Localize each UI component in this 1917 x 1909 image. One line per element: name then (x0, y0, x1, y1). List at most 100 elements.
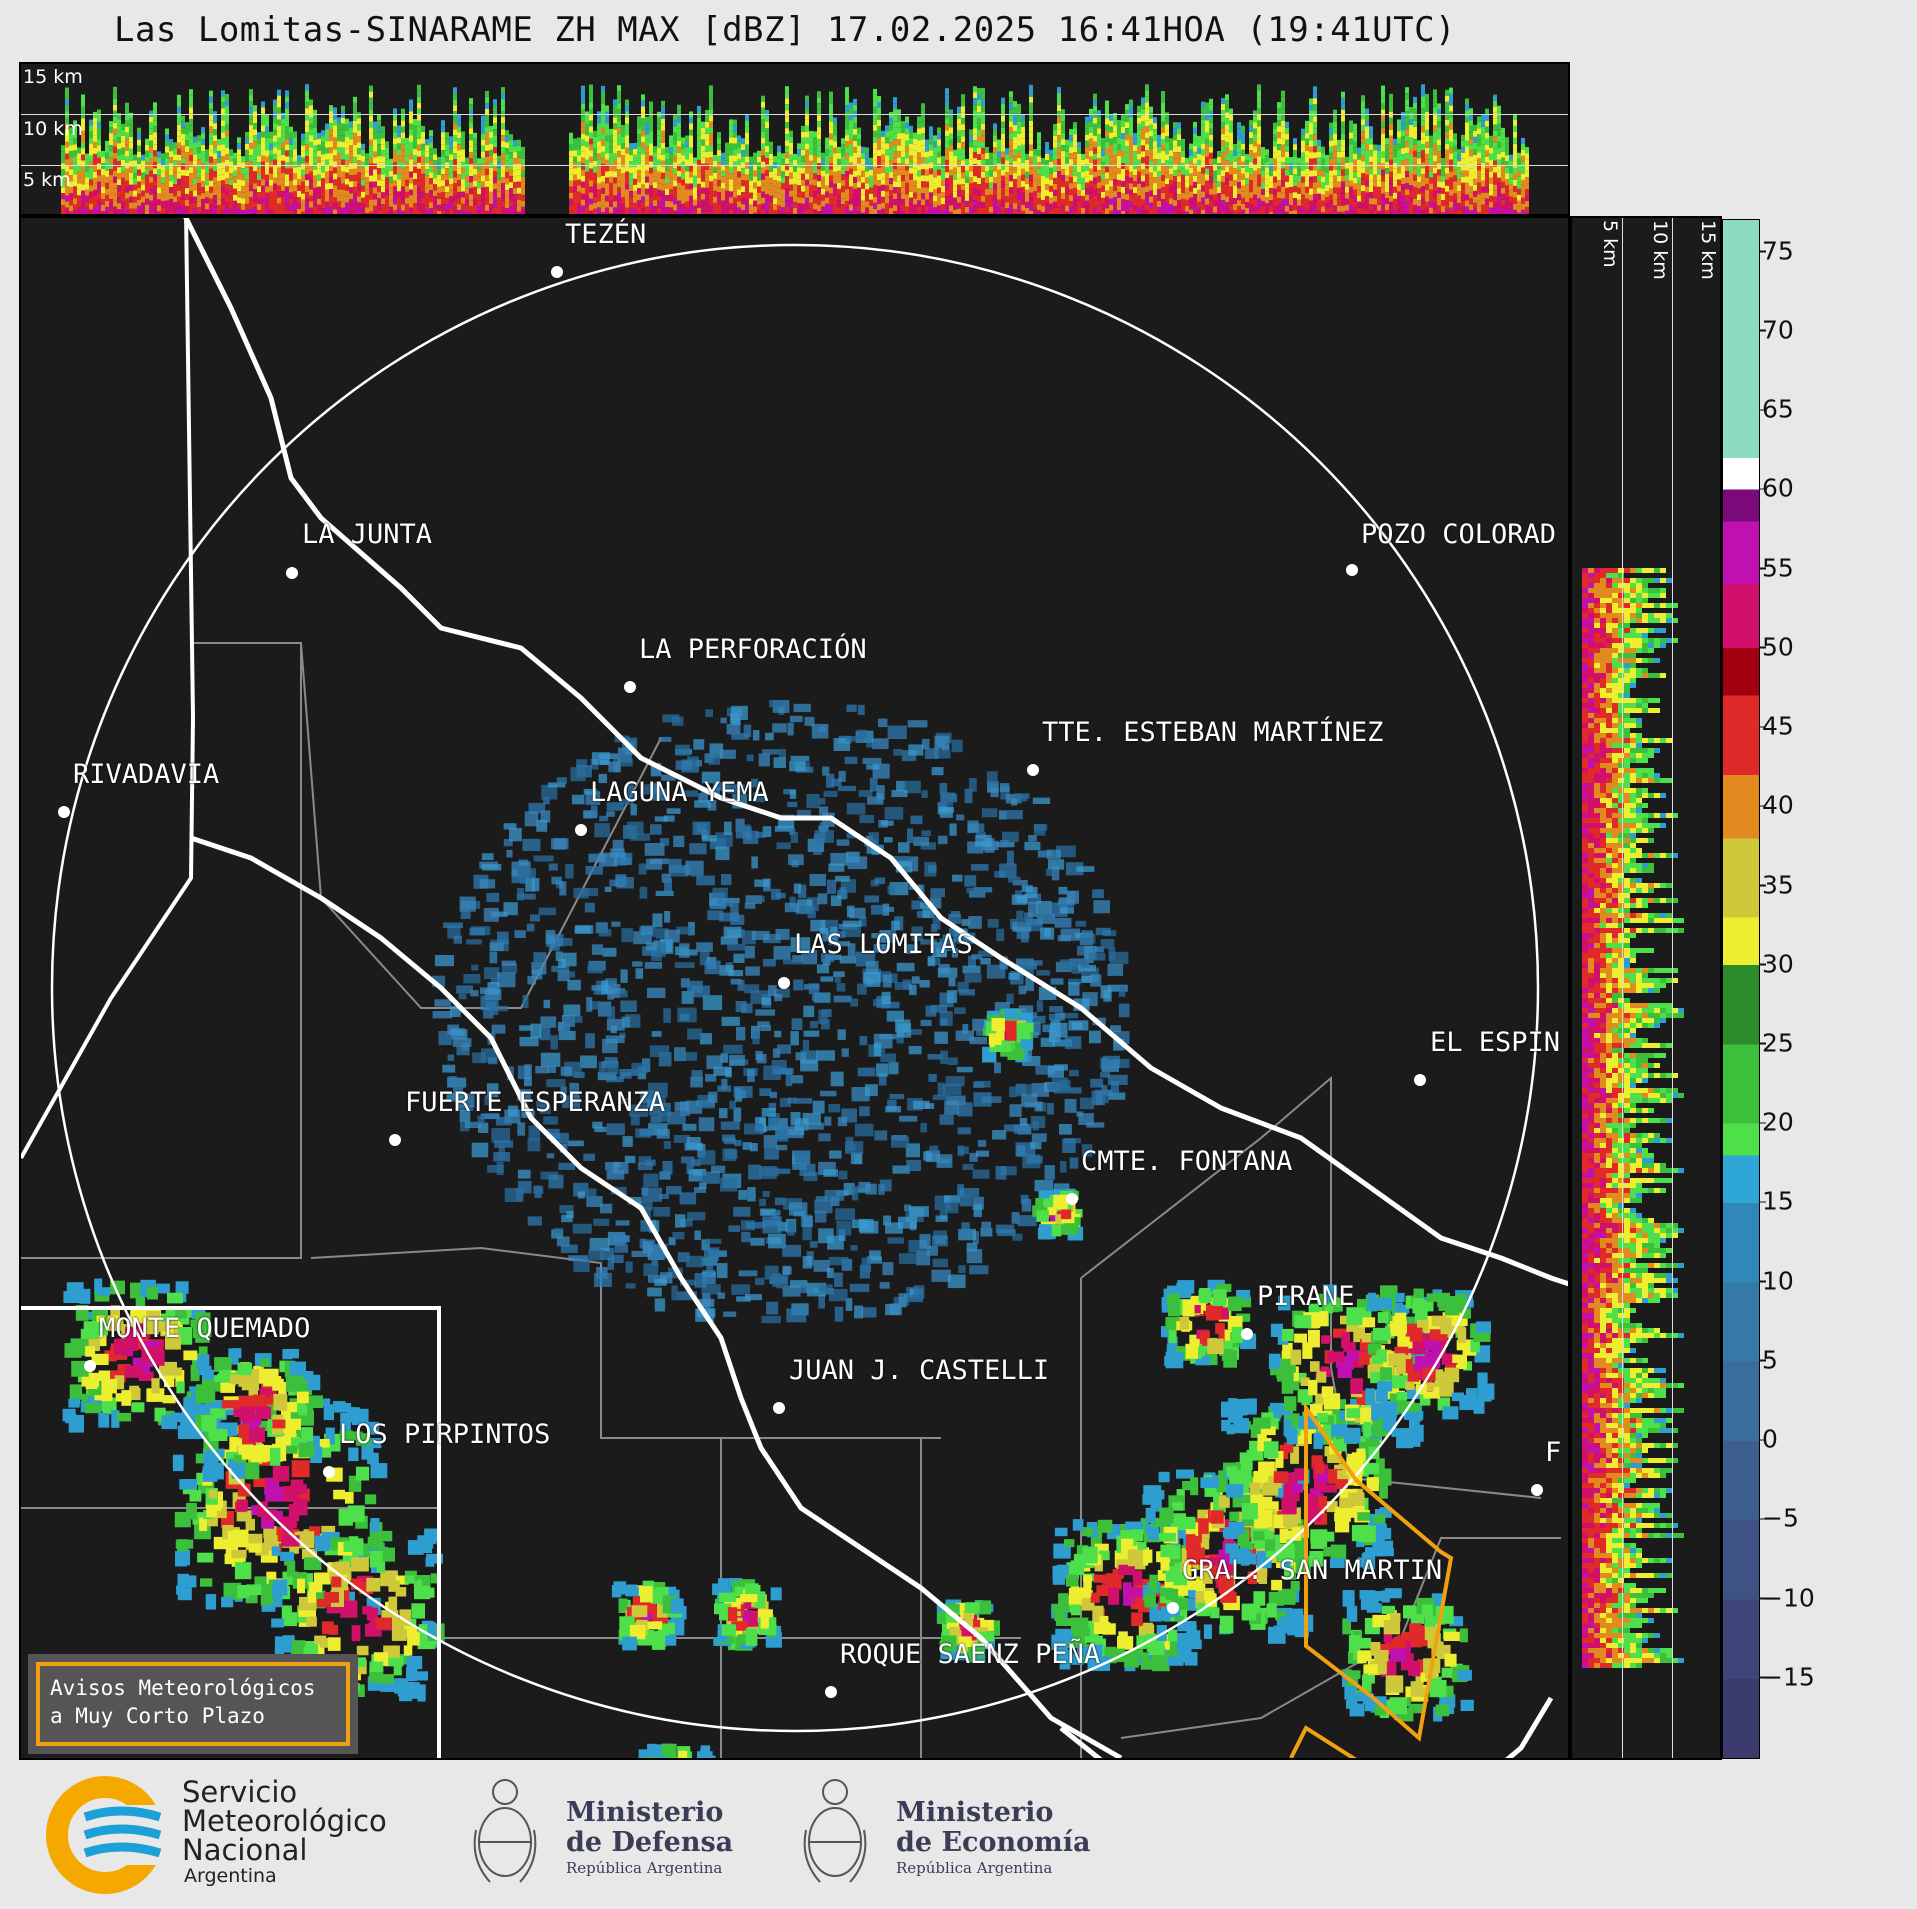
xsec-cell (1181, 204, 1185, 211)
xsec-cell (1169, 174, 1173, 181)
xsec-cell (1069, 159, 1073, 166)
xsec-cell (1337, 175, 1341, 182)
xsec-cell (65, 183, 69, 190)
xsec-cell (1097, 134, 1101, 141)
xsec-cell (1369, 198, 1373, 205)
xsec-cell (821, 182, 825, 189)
xsec-cell (957, 160, 961, 167)
xsec-cell (957, 124, 961, 131)
xsec-cell (637, 122, 641, 129)
xsec-cell (1129, 189, 1133, 196)
xsec-cell (1061, 163, 1065, 170)
xsec-cell (825, 149, 829, 156)
xsec-cell (317, 192, 321, 199)
xsec-cell (1157, 183, 1161, 189)
xsec-cell (225, 148, 229, 154)
xsec-cell (213, 129, 217, 136)
xsec-cell (425, 199, 429, 206)
xsec-cell (1313, 164, 1317, 171)
xsec-cell (201, 163, 205, 170)
xsec-cell (1041, 212, 1045, 214)
xsec-cell (697, 105, 701, 112)
xsec-cell (1169, 168, 1173, 175)
xsec-cell (653, 194, 657, 201)
xsec-cell (1281, 168, 1285, 175)
xsec-cell (77, 177, 81, 184)
xsec-cell (417, 114, 421, 121)
xsec-cell (777, 145, 781, 152)
xsec-cell (505, 172, 509, 179)
xsec-cell (301, 211, 305, 214)
xsec-cell (901, 181, 905, 188)
xsec-cell (1097, 116, 1101, 123)
xsec-cell (505, 196, 509, 203)
xsec-cell (1029, 204, 1033, 211)
xsec-cell (893, 145, 897, 152)
xsec-cell (405, 209, 409, 214)
xsec-cell (201, 133, 205, 140)
xsec-cell (641, 118, 645, 125)
xsec-cell (1141, 139, 1145, 146)
xsec-cell (869, 193, 873, 200)
xsec-cell (293, 143, 297, 150)
xsec-cell (185, 158, 189, 165)
xsec-cell (805, 113, 809, 120)
xsec-cell (1241, 179, 1245, 186)
xsec-cell (1305, 126, 1309, 133)
xsec-cell (469, 134, 473, 141)
xsec-cell (69, 211, 73, 214)
xsec-cell (113, 116, 117, 123)
xsec-cell (881, 142, 885, 149)
xsec-cell (789, 154, 793, 161)
xsec-cell (1177, 152, 1181, 159)
xsec-cell (745, 144, 749, 151)
xsec-cell (249, 107, 253, 114)
xsec-cell (705, 187, 709, 194)
xsec-cell (725, 184, 729, 191)
xsec-cell (885, 149, 889, 156)
xsec-cell (97, 121, 101, 128)
xsec-cell (413, 209, 417, 214)
xsec-cell (1117, 210, 1121, 214)
xsec-cell (505, 190, 509, 197)
xsec-cell (1041, 176, 1045, 182)
xsec-cell (177, 148, 181, 155)
xsec-cell (593, 202, 597, 209)
xsec-cell (937, 199, 941, 206)
xsec-cell (1321, 146, 1325, 153)
xsec-cell (285, 150, 289, 157)
xsec-cell (141, 202, 145, 209)
xsec-cell (809, 166, 813, 173)
xsec-cell (717, 138, 721, 145)
xsec-cell (949, 157, 953, 164)
xsec-cell (577, 173, 581, 180)
xsec-cell (77, 165, 81, 172)
xsec-cell (1213, 194, 1217, 201)
xsec-cell (305, 180, 309, 187)
xsec-cell (477, 170, 481, 177)
xsec-cell (313, 199, 317, 206)
xsec-cell (1161, 139, 1165, 145)
xsec-cell (677, 194, 681, 201)
xsec-cell (1309, 140, 1313, 147)
xsec-cell (101, 157, 105, 163)
xsec-cell (661, 106, 665, 113)
xsec-cell (429, 160, 433, 167)
xsec-cell (873, 88, 877, 95)
xsec-cell (853, 122, 857, 129)
xsec-cell (321, 196, 325, 203)
xsec-cell (917, 122, 921, 129)
xsec-cell (817, 121, 821, 128)
xsec-cell (485, 138, 489, 145)
xsec-cell (1361, 185, 1365, 192)
xsec-cell (509, 146, 513, 153)
xsec-cell (285, 126, 289, 133)
xsec-cell (625, 129, 629, 136)
xsec-cell (1097, 110, 1101, 117)
xsec-cell (1101, 197, 1105, 204)
xsec-cell (793, 177, 797, 184)
xsec-cell (109, 163, 113, 170)
xsec-cell (709, 91, 713, 98)
xsec-cell (265, 210, 269, 214)
xsec-cell (617, 151, 621, 158)
